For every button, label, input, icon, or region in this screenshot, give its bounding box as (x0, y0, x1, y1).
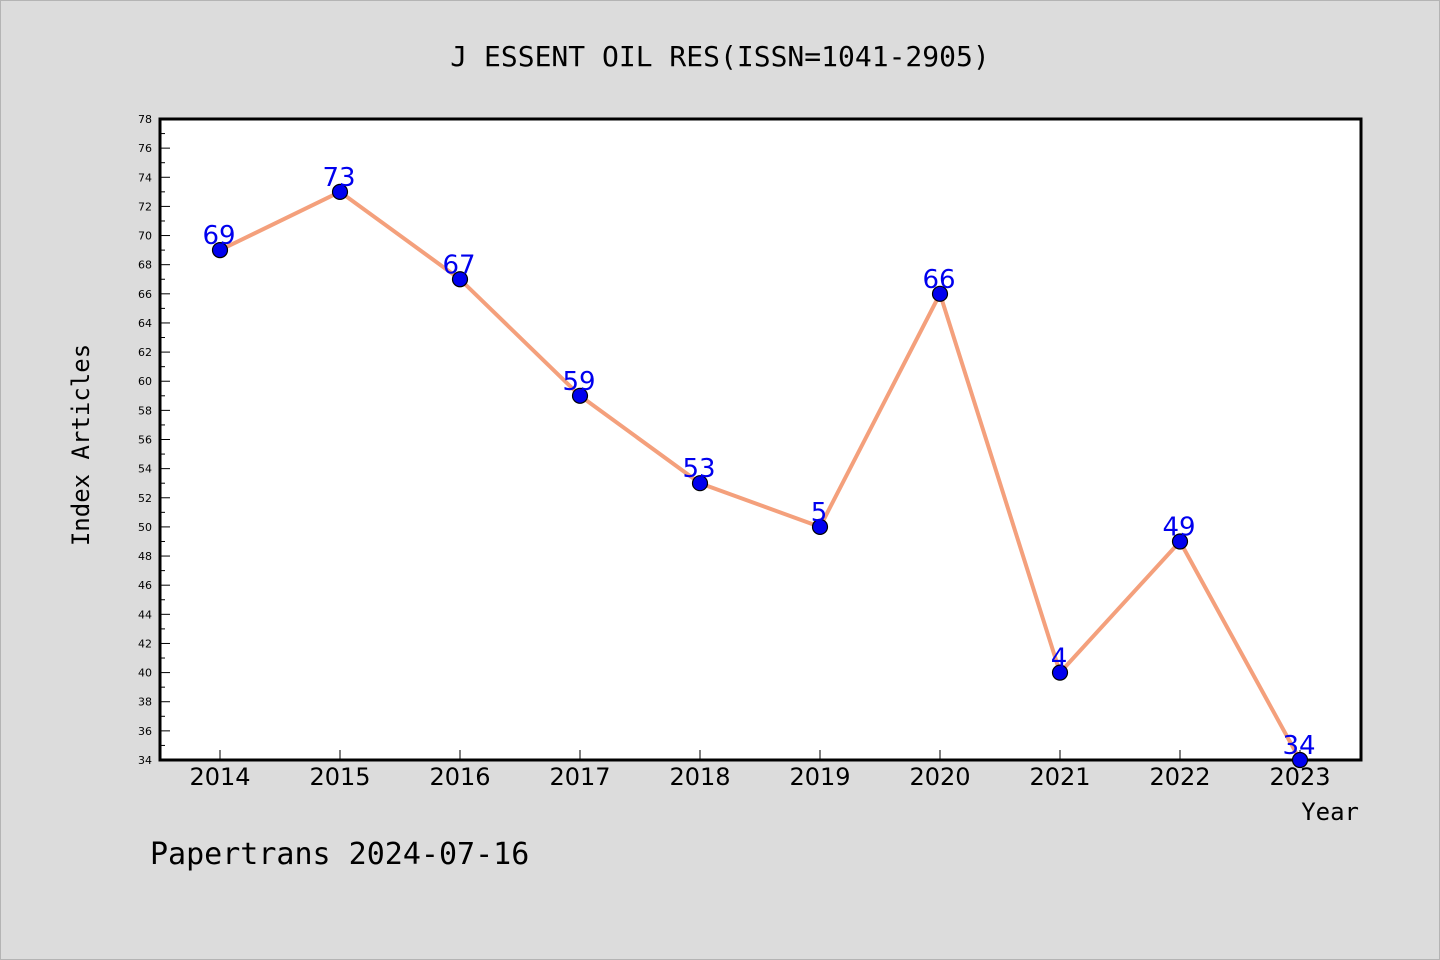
data-label: 67 (442, 250, 475, 280)
y-tick-label: 58 (138, 404, 152, 417)
x-tick-label: 2018 (669, 763, 730, 791)
data-label: 59 (562, 367, 595, 397)
data-point (931, 285, 949, 302)
y-tick-label: 60 (138, 375, 152, 388)
x-tick-label: 2021 (1029, 763, 1090, 791)
y-tick-label: 44 (138, 608, 152, 621)
y-tick-label: 36 (138, 725, 152, 738)
data-point (691, 475, 709, 492)
y-tick-label: 54 (138, 463, 152, 476)
data-point (571, 387, 589, 404)
y-tick-label: 70 (138, 230, 152, 243)
data-label: 49 (1162, 512, 1195, 542)
data-point (451, 271, 469, 288)
y-tick-label: 46 (138, 579, 152, 592)
x-axis: 2014 2015 2016 2017 2018 2019 2020 2021 2022 2023 (189, 750, 1331, 791)
y-tick-label: 48 (138, 550, 152, 563)
data-labels: 69 73 67 59 53 5 66 4 49 34 (202, 163, 1315, 761)
series-line (219, 189, 1302, 761)
x-tick-label: 2022 (1149, 763, 1210, 791)
y-tick-label: 72 (138, 200, 152, 213)
y-tick-label: 66 (138, 288, 152, 301)
data-label: 34 (1282, 731, 1315, 761)
y-tick-label: 64 (138, 317, 152, 330)
y-tick-label: 42 (138, 637, 152, 650)
data-label: 69 (202, 221, 235, 251)
y-tick-label: 50 (138, 521, 152, 534)
chart-title: J ESSENT OIL RES(ISSN=1041-2905) (450, 40, 989, 73)
y-tick-label: 40 (138, 667, 152, 680)
data-point (1171, 533, 1189, 550)
data-label: 53 (682, 454, 715, 484)
series-polyline (219, 189, 1302, 761)
plot-area (158, 117, 1363, 762)
y-tick-label: 62 (138, 346, 152, 359)
data-label: 4 (1051, 644, 1068, 674)
x-tick-label: 2017 (549, 763, 610, 791)
data-label: 5 (811, 498, 828, 528)
x-tick-label: 2016 (429, 763, 490, 791)
data-points (211, 183, 1309, 769)
y-tick-label: 76 (138, 142, 152, 155)
x-tick-label: 2019 (789, 763, 850, 791)
x-axis-label: Year (1301, 798, 1359, 826)
data-point (1291, 751, 1309, 769)
data-label: 73 (322, 163, 355, 193)
data-point (331, 183, 349, 200)
data-point (1051, 664, 1069, 681)
x-tick-label: 2015 (309, 763, 370, 791)
y-tick-label: 78 (138, 113, 152, 126)
data-point (211, 242, 229, 259)
y-axis-label: Index Articles (67, 344, 95, 546)
y-tick-label: 74 (138, 171, 152, 184)
footer-credit: Papertrans 2024-07-16 (150, 837, 529, 872)
y-tick-label: 52 (138, 492, 152, 505)
y-tick-label: 68 (138, 259, 152, 272)
y-tick-label: 56 (138, 434, 152, 447)
x-tick-label: 2020 (909, 763, 970, 791)
data-point (811, 518, 829, 536)
y-tick-label: 38 (138, 696, 152, 709)
y-axis: 34 36 38 40 42 44 46 48 50 52 54 56 58 60 62 64 66 68 70 72… (138, 113, 170, 767)
y-tick-label: 34 (138, 754, 152, 767)
x-tick-label: 2014 (189, 763, 250, 791)
data-label: 66 (922, 265, 955, 295)
